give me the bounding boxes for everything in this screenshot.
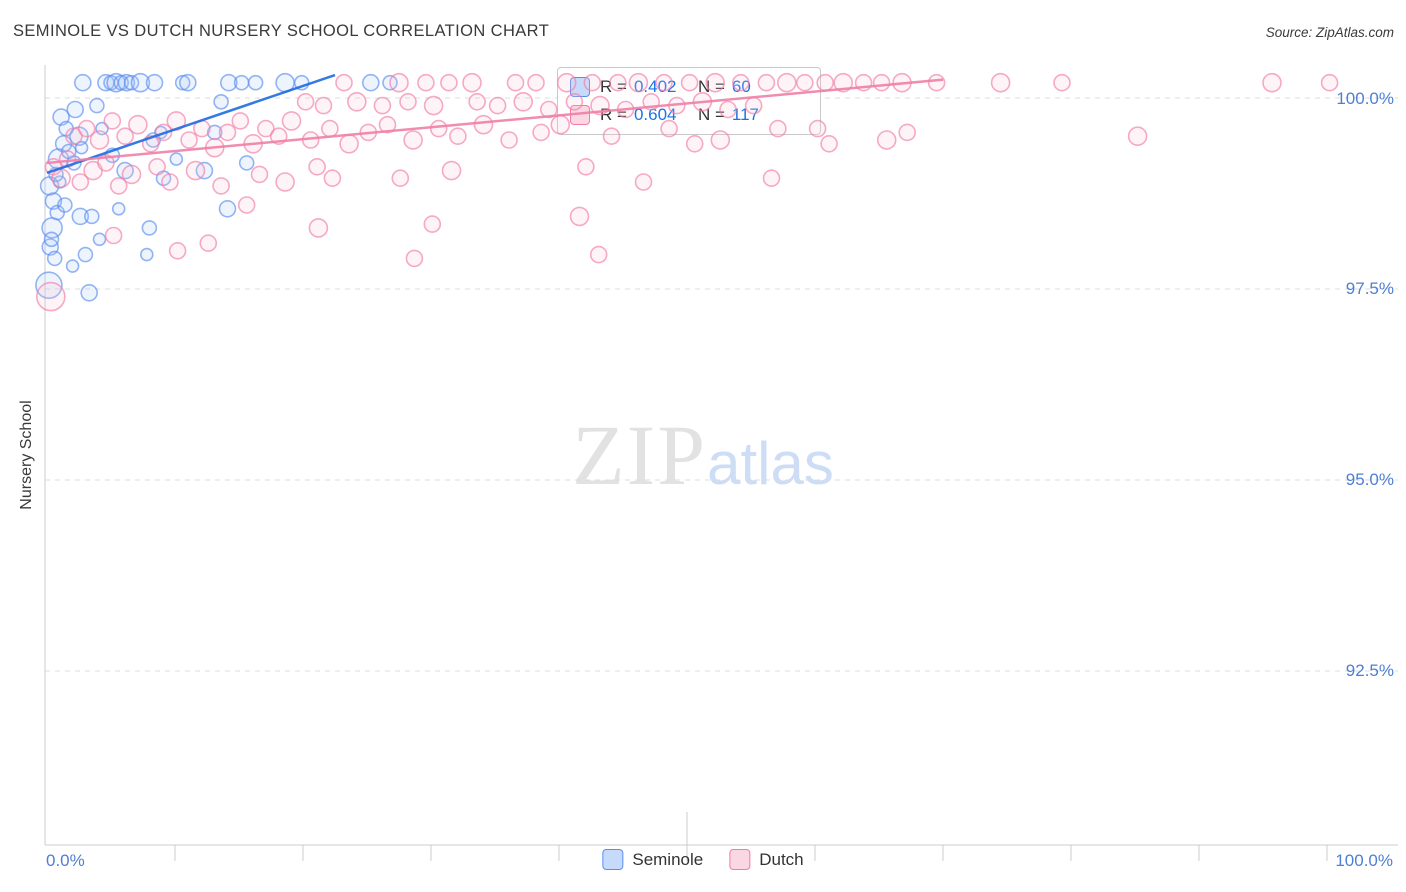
seminole-swatch xyxy=(602,849,624,870)
legend-row-dutch: R = 0.604 N = 117 xyxy=(570,105,808,125)
watermark: ZIP atlas xyxy=(572,405,834,505)
seminole-swatch xyxy=(570,77,590,97)
legend-item-dutch: Dutch xyxy=(729,849,804,870)
n-value-dutch: 117 xyxy=(731,105,759,124)
y-tick-92-5: 92.5% xyxy=(1345,661,1394,680)
bottom-legend: Seminole Dutch xyxy=(602,849,804,870)
y-tick-100: 100.0% xyxy=(1336,89,1394,108)
watermark-atlas: atlas xyxy=(707,430,834,497)
legend-box: R = 0.402 N = 60 R = 0.604 N = 117 xyxy=(557,67,821,135)
r-label: R = xyxy=(600,105,627,124)
legend-label-seminole: Seminole xyxy=(632,849,704,869)
r-value-dutch: 0.604 xyxy=(633,105,677,124)
y-tick-97-5: 97.5% xyxy=(1345,279,1394,298)
dutch-swatch xyxy=(729,849,751,870)
legend-item-seminole: Seminole xyxy=(602,849,703,870)
chart-title: SEMINOLE VS DUTCH NURSERY SCHOOL CORRELA… xyxy=(13,22,550,40)
legend-label-dutch: Dutch xyxy=(759,849,804,869)
x-tick-max: 100.0% xyxy=(1335,851,1393,870)
watermark-zip: ZIP xyxy=(572,407,708,503)
x-tick-min: 0.0% xyxy=(46,851,85,870)
r-value-seminole: 0.402 xyxy=(633,77,677,96)
y-tick-95: 95.0% xyxy=(1345,470,1394,489)
n-label: N = xyxy=(697,105,725,124)
n-value-seminole: 60 xyxy=(731,77,751,96)
source-label: Source: ZipAtlas.com xyxy=(1265,25,1394,40)
n-label: N = xyxy=(697,77,725,96)
r-label: R = xyxy=(600,77,627,96)
legend-row-seminole: R = 0.402 N = 60 xyxy=(570,77,808,97)
dutch-swatch xyxy=(570,105,590,125)
